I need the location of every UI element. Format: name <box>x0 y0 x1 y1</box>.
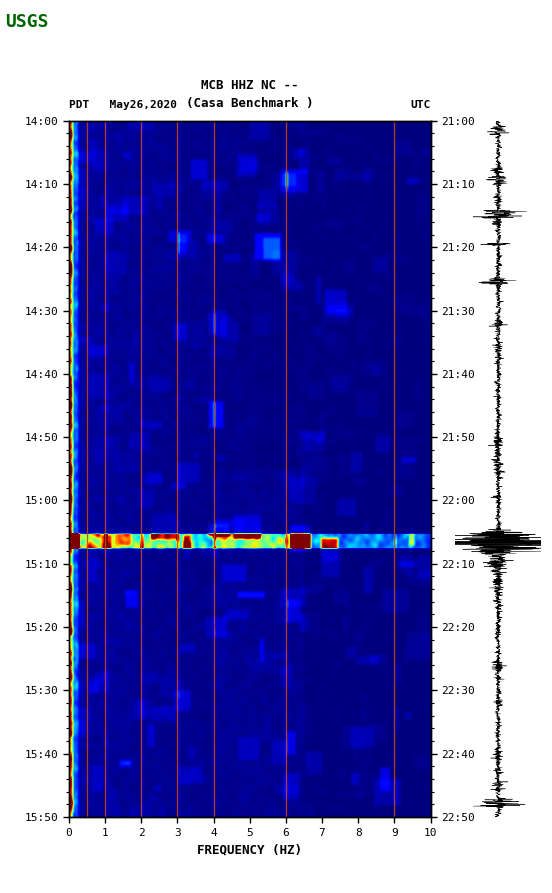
Text: MCB HHZ NC --: MCB HHZ NC -- <box>201 79 299 92</box>
Text: PDT   May26,2020: PDT May26,2020 <box>69 100 177 110</box>
Text: (Casa Benchmark ): (Casa Benchmark ) <box>186 96 314 110</box>
Text: UTC: UTC <box>410 100 431 110</box>
X-axis label: FREQUENCY (HZ): FREQUENCY (HZ) <box>197 843 302 856</box>
Text: USGS: USGS <box>6 13 49 31</box>
